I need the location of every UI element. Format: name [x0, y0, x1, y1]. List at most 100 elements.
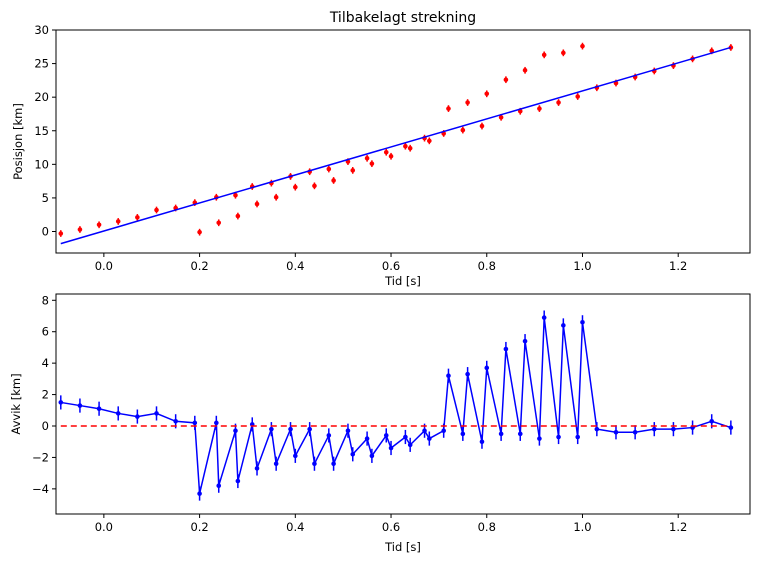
deviation-data-point: [135, 414, 140, 419]
deviation-data-point: [77, 403, 83, 408]
position-data-point: [541, 52, 547, 58]
deviation-data-point: [422, 428, 427, 434]
deviation-data-point: [503, 346, 509, 352]
position-y-tick-label: 5: [42, 191, 49, 205]
deviation-data-point: [173, 418, 178, 424]
position-data-point: [503, 77, 509, 83]
deviation-data-point: [233, 428, 238, 434]
deviation-data-point: [728, 425, 734, 430]
position-data-point: [407, 145, 413, 151]
position-axes-frame: [55, 29, 751, 254]
deviation-data-point: [58, 400, 64, 405]
position-data-point: [369, 161, 375, 166]
deviation-y-tick-label: 8: [42, 293, 49, 307]
position-y-tick-label: 15: [34, 124, 49, 138]
position-data-point: [403, 143, 408, 149]
deviation-data-point: [235, 478, 241, 484]
position-data-point: [446, 106, 451, 111]
position-data-point: [273, 194, 279, 200]
deviation-data-point: [197, 491, 202, 496]
position-y-tick-label: 20: [34, 90, 49, 104]
position-data-point: [96, 222, 102, 228]
deviation-data-point: [383, 433, 389, 438]
deviation-x-tick-label: 0.0: [95, 520, 113, 534]
deviation-data-point: [214, 420, 219, 426]
position-data-point: [427, 138, 432, 144]
deviation-x-tick-label: 1.0: [573, 520, 591, 534]
position-x-tick-label: 0.4: [286, 259, 304, 273]
deviation-data-point: [293, 453, 298, 459]
deviation-x-tick-label: 1.2: [669, 520, 687, 534]
deviation-data-point: [522, 338, 528, 344]
deviation-data-point: [446, 373, 451, 379]
deviation-y-tick-label: 2: [42, 388, 49, 402]
deviation-y-axis-label: Avvik [km]: [9, 373, 23, 434]
position-series-1: [60, 46, 732, 245]
position-data-point: [479, 123, 485, 129]
deviation-data-point: [350, 451, 356, 457]
position-data-point: [293, 184, 298, 190]
position-data-point: [460, 127, 466, 133]
position-x-tick-label: 0.0: [95, 259, 113, 273]
position-data-point: [197, 229, 202, 235]
deviation-y-ticks: −4 −2 0 2 4 6 8: [32, 293, 56, 496]
deviation-plot-area: [58, 310, 734, 501]
deviation-x-tick-label: 0.6: [382, 520, 400, 534]
position-data-point: [575, 94, 580, 99]
deviation-data-point: [651, 426, 657, 432]
position-data-point: [235, 213, 241, 219]
deviation-data-point: [216, 483, 222, 489]
position-x-ticks: 0.0 0.2 0.4 0.6 0.8 1.0 1.2: [95, 253, 687, 273]
position-fit-line: [60, 46, 732, 245]
deviation-x-axis-label: Tid [s]: [384, 540, 421, 554]
position-data-point: [498, 115, 504, 120]
deviation-data-point: [613, 429, 619, 435]
deviation-series-0: [58, 310, 734, 501]
deviation-data-point: [96, 406, 102, 412]
deviation-data-point: [541, 315, 547, 320]
position-chart-title: Tilbakelagt strekning: [329, 10, 476, 26]
deviation-data-point: [388, 445, 394, 451]
position-data-point: [77, 227, 83, 232]
deviation-x-tick-label: 0.4: [286, 520, 304, 534]
position-data-point: [364, 155, 370, 161]
deviation-y-tick-label: −2: [32, 450, 49, 464]
deviation-y-tick-label: 0: [42, 419, 49, 433]
deviation-data-point: [561, 323, 566, 328]
position-x-tick-label: 1.2: [669, 259, 687, 273]
position-x-tick-label: 0.6: [382, 259, 400, 273]
deviation-data-point: [273, 461, 279, 467]
position-x-tick-label: 1.0: [573, 259, 591, 273]
position-data-point: [556, 100, 561, 105]
position-data-point: [388, 153, 394, 159]
position-data-point: [331, 178, 336, 183]
deviation-x-ticks: 0.0 0.2 0.4 0.6 0.8 1.0 1.2: [95, 514, 687, 534]
deviation-data-point: [312, 461, 317, 467]
deviation-data-point: [575, 434, 580, 440]
position-data-point: [135, 215, 140, 220]
deviation-data-point: [192, 420, 198, 426]
deviation-data-point: [632, 429, 638, 435]
deviation-data-point: [594, 426, 600, 432]
deviation-data-point: [580, 319, 585, 325]
position-data-point: [216, 220, 222, 226]
deviation-y-tick-label: 4: [42, 356, 49, 370]
position-data-point: [484, 91, 490, 97]
deviation-data-point: [498, 431, 504, 437]
deviation-data-point: [407, 442, 413, 448]
position-data-point: [465, 100, 470, 105]
deviation-data-point: [479, 439, 485, 445]
position-data-point: [233, 192, 238, 198]
deviation-axes-frame: [55, 293, 751, 515]
position-x-tick-label: 0.2: [190, 259, 208, 273]
deviation-data-point: [465, 371, 470, 377]
position-data-point: [58, 231, 64, 236]
position-data-point: [350, 168, 356, 173]
position-data-point: [312, 183, 317, 189]
deviation-data-point: [364, 436, 370, 441]
position-x-tick-label: 0.8: [478, 259, 496, 273]
deviation-data-point: [345, 428, 351, 434]
